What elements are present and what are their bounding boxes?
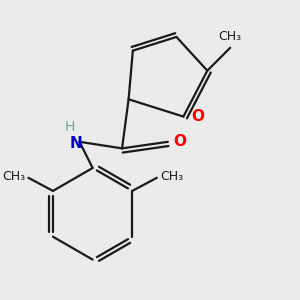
Text: CH₃: CH₃ bbox=[2, 170, 25, 183]
Text: H: H bbox=[64, 120, 75, 134]
Text: CH₃: CH₃ bbox=[160, 170, 183, 183]
Text: N: N bbox=[70, 136, 83, 151]
Text: O: O bbox=[192, 109, 205, 124]
Text: O: O bbox=[173, 134, 186, 149]
Text: CH₃: CH₃ bbox=[219, 30, 242, 43]
